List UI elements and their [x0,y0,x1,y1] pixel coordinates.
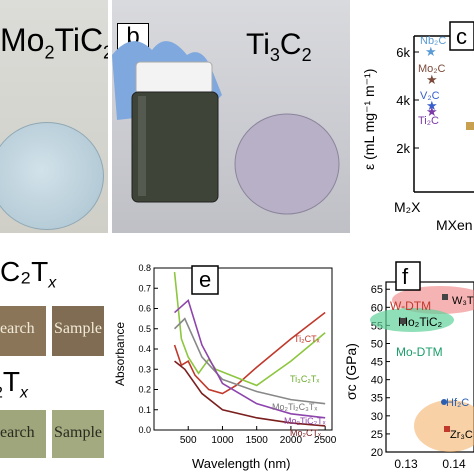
vial-body [131,91,219,203]
panel-c-label: c [456,24,467,49]
e-ytick-label-8: 0.8 [138,263,151,273]
membrane-disc-blue [0,122,104,230]
e-xlabel: Wavelength (nm) [192,456,291,471]
film-sample-2b [52,410,104,458]
panel-b: b Ti3C2 [112,0,350,233]
e-xtick-label-2: 1500 [246,435,269,446]
e-ytick-label-1: 0.1 [138,405,151,415]
f-ytick-label-3: 35 [371,393,383,405]
panel-e-label: e [199,267,211,292]
f-group-w-dtm: W-DTM [390,299,431,313]
vial-photo [112,41,340,215]
film-sample-2a [0,410,46,458]
e-ytick-label-0: 0.0 [138,425,151,435]
f-group-w3t: W₃T [452,295,474,307]
panel-f-plot: 202530354045505560650.130.14 σc (GPa) W-… [340,254,474,474]
f-xtick-label-1: 0.14 [442,457,466,471]
panel-a-title: Mo2TiC2 [0,22,108,63]
membrane-disc-purple [234,113,340,215]
e-series-label-mo2tic2t: Mo₂TiC₂Tₓ [284,416,326,426]
panel-e-label-box [191,265,219,295]
panel-d: C₂Tx earch Sample 2Tx earch Sample [0,260,108,474]
panel-d-title2: 2Tx [0,366,29,402]
f-ytick-label-2: 30 [371,411,383,423]
film-text-sample-1: Sample [54,320,102,337]
f-ytick-label-5: 45 [371,357,383,369]
f-region-w-dtm [392,286,474,314]
e-ytick-label-3: 0.3 [138,364,151,374]
f-point-3 [441,399,447,405]
c-xlabel: MXen [436,217,473,233]
e-ytick-label-2: 0.2 [138,385,151,395]
panel-e-chart: Absorbance Wavelength (nm) 500 1000 1500 20… [108,254,340,474]
c-point-extra [466,122,474,130]
c-point-nb2c: ★ [425,44,437,59]
e-ytick-label-6: 0.6 [138,304,151,314]
vial-cap [135,61,213,95]
f-ylabel: σc (GPa) [343,343,359,400]
panel-c-label-box [449,21,474,51]
f-ytick-label-9: 65 [371,284,383,296]
panel-b-title: Ti3C2 [246,28,312,65]
panel-c-plot: 2k 4k 6k ε (mL mg⁻¹ m⁻¹) M₂X MXen Nb₂C M… [352,0,474,233]
e-series-label-ti2ct: Ti₂CTₓ [294,334,320,344]
e-xtick-label-4: 2500 [314,435,337,446]
e-series-label-mo2ti2c3t: Mo₂Ti₂C₃Tₓ [272,402,317,412]
e-ytick-label-7: 0.7 [138,283,151,293]
panel-f-label-box [395,261,421,291]
e-series-label-mo2ct: Mo₂CTₓ [290,428,321,438]
e-ytick-label-4: 0.4 [138,344,151,354]
film-sample-1a [0,306,46,356]
c-point-mo2c: ★ [426,72,438,87]
e-ylabel: Absorbance [113,322,127,386]
f-group-mo-dtm: Mo-DTM [396,345,443,359]
film-text-sample-2: Sample [54,424,102,441]
f-region-mo2tic2 [370,308,454,332]
e-series-line-2 [173,317,326,405]
c-label-nb2c: Nb₂C [420,35,446,47]
c-point-v2c: ★ [426,98,438,113]
panel-d-title1: C₂Tx [0,260,57,292]
c-ylabel: ε (mL mg⁻¹ m⁻¹) [361,69,377,170]
f-group-zr3c: Zr₃C [450,429,473,441]
f-point-2 [400,318,406,324]
film-sample-1b [52,306,104,356]
film-text-search-1: earch [0,320,35,337]
f-ytick-label-6: 50 [371,338,383,350]
c-ytick-6k: 6k [396,45,410,60]
c-label-ti2c: Ti₂C [418,115,439,127]
e-series-line-4 [174,360,326,427]
film-text-search-2: earch [0,424,35,441]
f-ytick-label-0: 20 [371,447,383,459]
f-ytick-label-8: 60 [371,302,383,314]
f-point-1 [442,294,448,300]
f-ytick-label-4: 40 [371,375,383,387]
c-label-mo2c: Mo₂C [418,63,446,75]
f-group-hf2c: Hf₂C [446,397,469,409]
panel-a: Mo2TiC2 [0,0,108,233]
c-xtick: M₂X [394,199,421,215]
e-ytick-label-5: 0.5 [138,324,151,334]
e-xtick-label-0: 500 [180,435,197,446]
c-label-v2c: V₂C [420,90,440,102]
f-plot-frame [385,281,474,453]
c-ytick-4k: 4k [396,93,410,108]
e-series-line-3 [174,298,326,419]
f-group-mo2tic2: Mo₂TiC₂ [398,315,443,329]
e-xtick-label-1: 1000 [211,435,234,446]
f-point-4 [444,426,450,432]
e-xtick-label-3: 2000 [280,435,303,446]
e-series-line-0 [173,311,326,395]
f-xtick-label-0: 0.13 [394,457,418,471]
f-ytick-label-1: 25 [371,429,383,441]
panel-f-label: f [402,264,409,289]
e-series-label-ti3c2t: Ti₃C₂Tₓ [290,374,319,384]
c-point-ti2c: ★ [426,104,438,119]
c-ytick-2k: 2k [396,141,410,156]
